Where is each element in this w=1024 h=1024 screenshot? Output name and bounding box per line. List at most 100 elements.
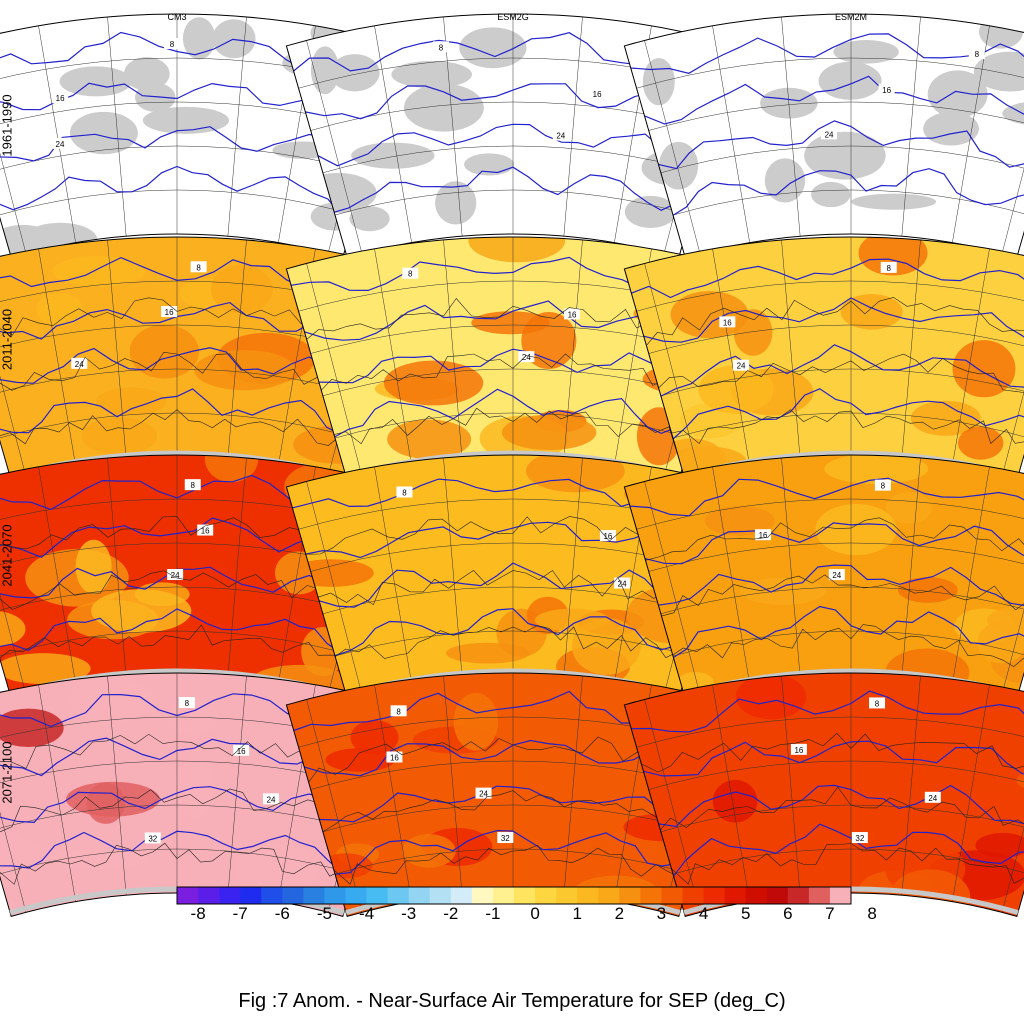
colorbar-swatch — [303, 887, 325, 904]
anomaly-region — [840, 294, 903, 330]
contour-label: 16 — [589, 87, 606, 99]
contour-label: 16 — [233, 744, 250, 756]
colorbar-tick-label: 8 — [867, 904, 877, 923]
svg-text:24: 24 — [75, 360, 84, 369]
coastline — [333, 407, 693, 450]
isotherm-contour — [630, 33, 1024, 90]
meridian — [901, 239, 921, 460]
parallel — [322, 804, 704, 833]
colorbar-swatch — [787, 887, 810, 904]
contour-label: 16 — [52, 92, 69, 104]
land-mask — [811, 181, 851, 208]
coastline — [646, 297, 1024, 346]
svg-text:24: 24 — [522, 353, 531, 362]
isotherm-contour — [317, 123, 706, 167]
svg-text:16: 16 — [201, 527, 210, 536]
anomaly-region — [446, 642, 530, 664]
contour-label: 32 — [851, 832, 868, 844]
contour-label: 24 — [924, 791, 941, 803]
meridian — [952, 466, 990, 684]
land-mask — [804, 131, 886, 180]
svg-text:32: 32 — [148, 834, 157, 843]
isotherm-contour — [672, 168, 1024, 216]
contour-label: 24 — [71, 357, 88, 369]
parallel — [334, 630, 692, 657]
coastline — [321, 353, 703, 399]
contour-label: 8 — [396, 486, 413, 498]
colorbar-swatch — [429, 887, 452, 904]
svg-text:24: 24 — [267, 795, 276, 804]
meridian — [781, 675, 801, 896]
svg-text:16: 16 — [568, 310, 577, 319]
meridian — [306, 481, 363, 695]
meridian — [443, 16, 463, 237]
meridian — [374, 466, 412, 684]
coastline — [335, 625, 688, 668]
anomaly-region — [175, 758, 216, 819]
meridian — [563, 675, 583, 896]
anomaly-region — [129, 324, 199, 379]
contour-label: 24 — [518, 351, 535, 363]
meridian — [901, 675, 921, 896]
meridian — [952, 248, 990, 466]
svg-text:16: 16 — [165, 308, 174, 317]
contour-label: 16 — [719, 316, 736, 328]
anomaly-region — [977, 621, 1024, 664]
isotherm-contour — [319, 785, 707, 826]
parallel — [0, 848, 356, 875]
colorbar-swatch — [745, 887, 768, 904]
parallel — [648, 760, 1024, 790]
svg-text:16: 16 — [593, 90, 602, 99]
anomaly-region — [815, 503, 897, 556]
meridian — [1001, 481, 1024, 695]
colorbar-tick-label: -6 — [274, 904, 290, 923]
parallel — [636, 280, 1024, 312]
contour-label: 16 — [599, 530, 616, 542]
isotherm-contour — [644, 522, 1024, 569]
meridian — [1001, 263, 1024, 477]
colorbar-tick-label: -5 — [316, 904, 332, 923]
anomaly-region — [670, 291, 749, 339]
svg-text:24: 24 — [737, 362, 746, 371]
colorbar-swatch — [640, 887, 662, 904]
isotherm-contour — [318, 562, 707, 608]
anomaly-region — [571, 618, 641, 675]
anomaly-region — [0, 835, 46, 875]
anomaly-region — [704, 506, 775, 536]
colorbar-swatch — [240, 887, 262, 904]
parallel — [0, 189, 356, 216]
contour-label: 24 — [475, 787, 492, 799]
land-mask — [973, 51, 1024, 92]
anomaly-region — [204, 454, 259, 483]
colorbar-swatch — [703, 887, 725, 904]
meridian — [306, 40, 363, 254]
contour-label: 8 — [163, 38, 180, 50]
coastline — [672, 624, 1024, 667]
isotherm-contour — [658, 784, 1024, 828]
meridian — [374, 25, 412, 243]
meridian — [644, 263, 701, 477]
anomaly-region — [350, 720, 399, 755]
meridian — [38, 248, 76, 466]
svg-text:32: 32 — [855, 834, 864, 843]
isotherm-contour — [658, 564, 1024, 607]
parallel — [0, 630, 356, 657]
isotherm-contour — [631, 690, 1024, 742]
coastline — [333, 844, 690, 885]
svg-text:8: 8 — [196, 263, 201, 272]
colorbar-swatch — [492, 887, 515, 904]
land-mask — [624, 195, 677, 228]
land-mask — [978, 14, 1024, 49]
meridian — [781, 239, 801, 460]
meridian — [38, 25, 76, 243]
svg-text:8: 8 — [875, 699, 880, 708]
meridian — [227, 239, 247, 460]
parallel — [0, 412, 356, 439]
coastline — [660, 786, 1024, 831]
contour-label: 32 — [497, 832, 514, 844]
contour-label: 24 — [821, 128, 838, 140]
svg-text:16: 16 — [794, 746, 803, 755]
contour-label: 8 — [178, 697, 195, 709]
parallel — [322, 145, 704, 174]
row-header-2011-2040: 2011-2040 — [0, 308, 15, 371]
